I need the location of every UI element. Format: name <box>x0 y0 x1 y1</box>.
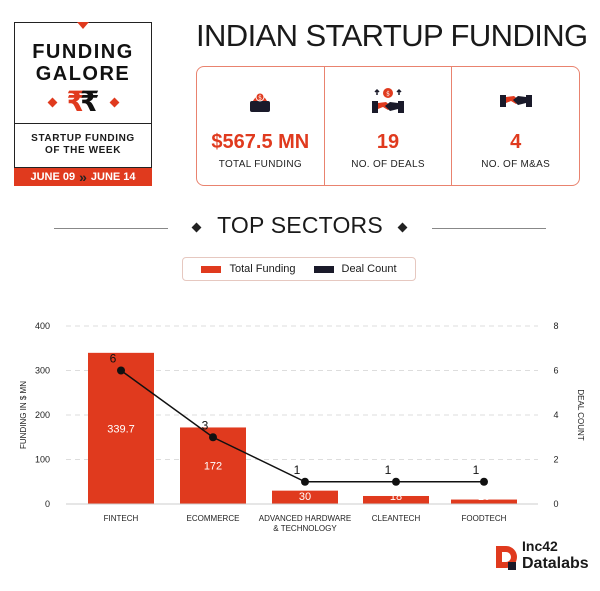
y-tick-label: 300 <box>35 366 50 376</box>
divider-right <box>432 228 546 229</box>
funding-galore-badge: FUNDING GALORE ₹₹ STARTUP FUNDING OF THE… <box>14 22 152 168</box>
svg-text:$: $ <box>258 95 262 102</box>
deal-count-point <box>301 477 309 486</box>
badge-line2: GALORE <box>35 63 131 85</box>
diamond-icon <box>397 222 408 233</box>
section-title: TOP SECTORS <box>217 212 383 238</box>
date-range-bar: JUNE 09 » JUNE 14 <box>14 168 152 186</box>
deal-count-point <box>392 477 400 486</box>
y-tick-label: 400 <box>35 321 50 331</box>
badge-subtitle-2: OF THE WEEK <box>44 145 122 156</box>
legend-label: Deal Count <box>341 263 397 275</box>
deal-count-label: 3 <box>202 418 209 432</box>
legend-item-deals: Deal Count <box>313 263 397 275</box>
bar-value-label: 339.7 <box>107 423 135 435</box>
date-start: JUNE 09 <box>30 171 76 183</box>
deal-count-label: 1 <box>385 463 392 477</box>
legend-label: Total Funding <box>229 263 296 275</box>
inc42-datalabs-logo: Inc42 Datalabs <box>494 538 594 578</box>
x-tick-label: & TECHNOLOGY <box>273 524 337 533</box>
badge-subtitle-1: STARTUP FUNDING <box>31 133 135 144</box>
legend-swatch-funding <box>201 265 222 273</box>
deal-count-label: 1 <box>473 463 480 477</box>
inc42-logo-icon <box>496 546 517 570</box>
y-tick-label: 0 <box>45 499 50 509</box>
stat-label: TOTAL FUNDING <box>218 159 302 170</box>
stat-value: 4 <box>510 131 522 153</box>
x-tick-label: ADVANCED HARDWARE <box>259 514 351 523</box>
stat-value: $567.5 MN <box>211 131 310 153</box>
y2-axis-title: DEAL COUNT <box>576 389 585 440</box>
deal-count-line <box>120 369 484 483</box>
chart-legend: Total Funding Deal Count <box>182 257 416 281</box>
y2-tick-label: 6 <box>553 366 558 376</box>
svg-text:$: $ <box>386 91 390 98</box>
stat-value: 19 <box>376 131 400 153</box>
logo-line2: Datalabs <box>522 555 589 572</box>
x-tick-label: FINTECH <box>104 514 139 523</box>
combo-chart: 0 100 200 300 400 0 2 4 6 8 FUNDING IN $ MN DEAL CO… <box>19 321 585 533</box>
badge-divider <box>15 123 151 124</box>
bar-fintech <box>88 352 154 504</box>
rupee-icon: ₹₹ <box>66 85 100 118</box>
y2-tick-label: 0 <box>553 499 558 509</box>
stat-mas: 4 NO. OF M&AS <box>451 67 579 185</box>
legend-swatch-deals <box>313 265 334 273</box>
double-chevron-icon: » <box>79 169 87 185</box>
deal-count-point <box>209 433 217 442</box>
y-axis-title: FUNDING IN $ MN <box>19 381 28 449</box>
legend-item-funding: Total Funding <box>201 263 296 275</box>
deal-count-label: 1 <box>294 463 301 477</box>
x-tick-label: CLEANTECH <box>372 514 421 523</box>
money-bag-icon: $ <box>197 87 324 117</box>
y2-tick-label: 4 <box>553 410 558 420</box>
bar-value-label: 30 <box>299 491 311 503</box>
x-tick-label: FOODTECH <box>462 514 507 523</box>
stat-deals: $ 19 NO. OF DEALS <box>323 67 452 185</box>
y2-tick-label: 8 <box>553 321 558 331</box>
y2-tick-label: 2 <box>553 455 558 465</box>
bar-cleantech <box>363 495 429 504</box>
stat-total-funding: $ $567.5 MN TOTAL FUNDING <box>197 67 324 185</box>
bar-advanced-hardware-technology <box>272 490 338 504</box>
bar-value-label: 172 <box>204 461 222 473</box>
x-tick-label: ECOMMERCE <box>187 514 240 523</box>
badge-line1: FUNDING <box>32 41 134 63</box>
badge-notch-icon <box>77 22 89 29</box>
stat-label: NO. OF M&AS <box>481 159 551 170</box>
page-title: INDIAN STARTUP FUNDING <box>196 18 588 53</box>
bar-value-label: 10 <box>478 491 490 503</box>
date-end: JUNE 14 <box>90 171 136 183</box>
deal-count-label: 6 <box>110 352 117 366</box>
y-tick-label: 100 <box>35 455 50 465</box>
deal-count-point <box>117 366 125 375</box>
stat-label: NO. OF DEALS <box>351 159 425 170</box>
deal-count-point <box>480 477 488 486</box>
handshake-icon <box>452 87 579 117</box>
y-tick-label: 200 <box>35 410 50 420</box>
bar-foodtech <box>451 499 517 504</box>
bar-value-label: 18 <box>390 491 402 503</box>
divider-left <box>54 228 168 229</box>
stats-panel: $ $567.5 MN TOTAL FUNDING $ 19 NO. OF DE… <box>196 66 580 186</box>
deals-handshake-icon: $ <box>325 87 452 117</box>
diamond-icon <box>191 222 202 233</box>
logo-line1: Inc42 <box>522 538 558 554</box>
